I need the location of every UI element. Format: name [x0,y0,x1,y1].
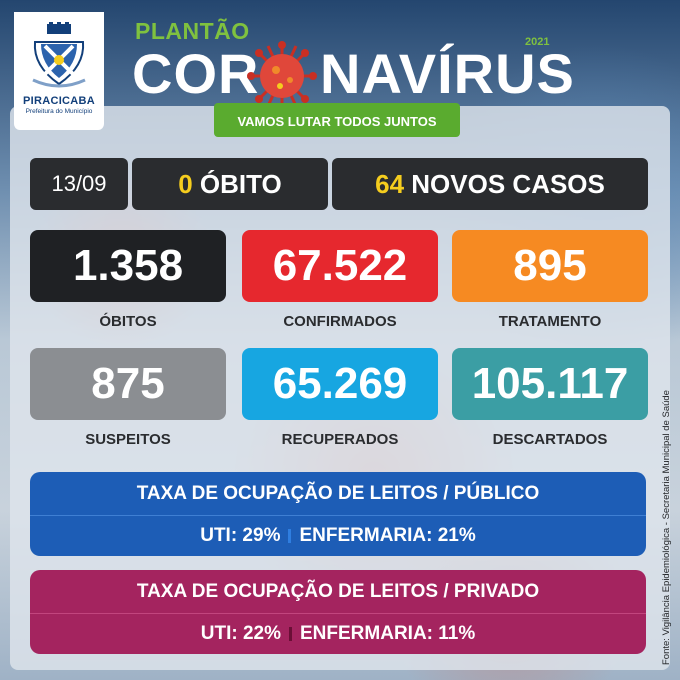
occupancy-public-values: UTI: 29% ENFERMARIA: 21% [30,516,646,556]
divider [30,515,646,516]
occupancy-public-card: TAXA DE OCUPAÇÃO DE LEITOS / PÚBLICO UTI… [30,472,646,556]
treatment-label: TRATAMENTO [498,313,602,330]
header-year: 2021 [525,36,550,48]
city-subtitle: Prefeitura do Município [25,108,93,115]
recovered-total: 65.269 [242,348,438,420]
daily-deaths-value: 0 [178,169,193,199]
discarded-label: DESCARTADOS [492,431,608,448]
suspected-label: SUSPEITOS [85,431,171,448]
divider [30,613,646,614]
daily-deaths: 0 ÓBITO [132,158,328,210]
title-part-left: COR [132,42,260,105]
treatment-total: 895 [452,230,648,302]
new-cases-value: 64 [375,169,405,199]
suspected-total: 875 [30,348,226,420]
public-uti-rate: UTI: 29% [200,525,281,546]
confirmed-total: 67.522 [242,230,438,302]
confirmed-label: CONFIRMADOS [283,313,397,330]
occupancy-private-card: TAXA DE OCUPAÇÃO DE LEITOS / PRIVADO UTI… [30,570,646,654]
private-uti-rate: UTI: 22% [200,623,281,644]
private-ward-rate: ENFERMARIA: 11% [300,623,476,644]
occupancy-public-title: TAXA DE OCUPAÇÃO DE LEITOS / PÚBLICO [136,483,540,504]
coronavirus-icon [247,41,317,111]
title-part-right: NAVÍRUS [320,42,575,105]
daily-deaths-label: ÓBITO [199,169,282,199]
header-overline: PLANTÃO [135,18,250,44]
city-logo: PIRACICABA Prefeitura do Município [14,12,104,130]
occupancy-private-values: UTI: 22% ENFERMARIA: 11% [30,614,646,654]
recovered-label: RECUPERADOS [281,431,399,448]
slogan-banner: VAMOS LUTAR TODOS JUNTOS [214,103,460,137]
city-name: PIRACICABA [22,95,96,107]
deaths-label: ÓBITOS [99,313,157,330]
discarded-total: 105.117 [452,348,648,420]
public-ward-rate: ENFERMARIA: 21% [299,525,476,546]
separator [288,528,292,543]
new-cases-label: NOVOS CASOS [411,169,605,199]
separator [289,626,292,641]
daily-new-cases: 64 NOVOS CASOS [332,158,648,210]
coat-of-arms-icon [32,22,86,88]
occupancy-private-title: TAXA DE OCUPAÇÃO DE LEITOS / PRIVADO [136,581,540,602]
deaths-total: 1.358 [30,230,226,302]
source-credit: Fonte: Vigilância Epidemiológica - Secre… [661,390,672,665]
report-date: 13/09 [30,158,128,210]
